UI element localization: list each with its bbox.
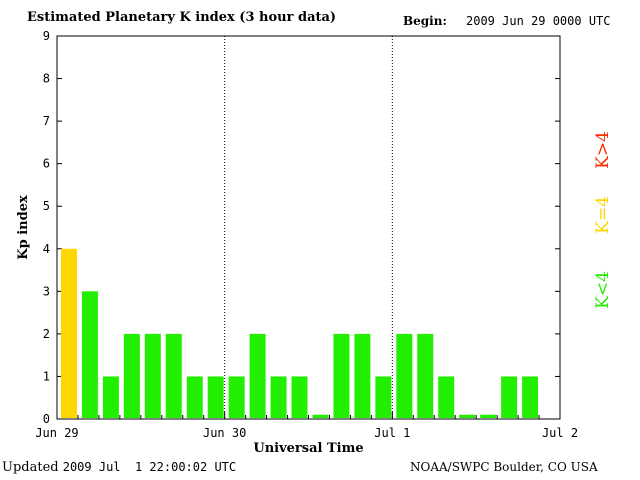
kp-bar	[228, 376, 245, 418]
y-tick-label: 8	[43, 72, 50, 86]
kp-bar	[249, 333, 266, 418]
kp-bar	[375, 376, 392, 418]
source-credit: NOAA/SWPC Boulder, CO USA	[410, 460, 598, 474]
x-tick-label: Jul 1	[374, 426, 410, 440]
updated-value: 2009 Jul 1 22:00:02 UTC	[62, 460, 237, 474]
legend-item: K>4	[593, 131, 613, 169]
kp-bar	[270, 376, 287, 418]
x-axis-label: Universal Time	[253, 441, 363, 456]
kp-bar	[459, 414, 476, 418]
x-tick-label: Jun 30	[203, 426, 246, 440]
y-tick-label: 7	[43, 114, 50, 128]
legend-item: K=4	[593, 196, 613, 234]
begin-label: Begin:	[403, 14, 447, 28]
kp-bar	[396, 333, 413, 418]
kp-bar	[312, 414, 329, 418]
kp-bar	[501, 376, 518, 418]
updated-label: Updated	[2, 460, 59, 475]
y-tick-label: 3	[43, 284, 50, 298]
updated-line: Updated 2009 Jul 1 22:00:02 UTC	[2, 460, 236, 475]
y-tick-label: 4	[43, 242, 50, 256]
kp-bar	[522, 376, 539, 418]
kp-bar	[144, 333, 161, 418]
y-axis-label: Kp index	[16, 195, 31, 260]
y-tick-label: 9	[43, 29, 50, 43]
kp-bar	[438, 376, 455, 418]
begin-value: 2009 Jun 29 0000 UTC	[466, 14, 611, 28]
y-tick-label: 6	[43, 157, 50, 171]
x-tick-label: Jun 29	[35, 426, 78, 440]
kp-bar	[123, 333, 140, 418]
y-tick-label: 1	[43, 369, 50, 383]
kp-bar	[291, 376, 308, 418]
y-tick-label: 5	[43, 199, 50, 213]
y-tick-label: 0	[43, 412, 50, 426]
kp-bar	[61, 248, 77, 418]
legend-item: K<4	[593, 271, 613, 309]
kp-bar	[417, 333, 434, 418]
x-tick-label: Jul 2	[542, 426, 578, 440]
kp-bar	[480, 414, 497, 418]
kp-bar	[186, 376, 203, 418]
y-tick-label: 2	[43, 327, 50, 341]
plot-area: 0 1 2 3 4 5 6 7 8 9 Jun 29 Jun 30 Jul 1 Jul 2 Universa…	[16, 29, 578, 456]
kp-bar	[81, 291, 98, 418]
kp-bar	[165, 333, 182, 418]
kp-bar	[102, 376, 119, 418]
kp-bar	[207, 376, 224, 418]
kp-bar	[354, 333, 371, 418]
kp-bar	[333, 333, 350, 418]
chart-title: Estimated Planetary K index (3 hour data…	[27, 10, 337, 25]
